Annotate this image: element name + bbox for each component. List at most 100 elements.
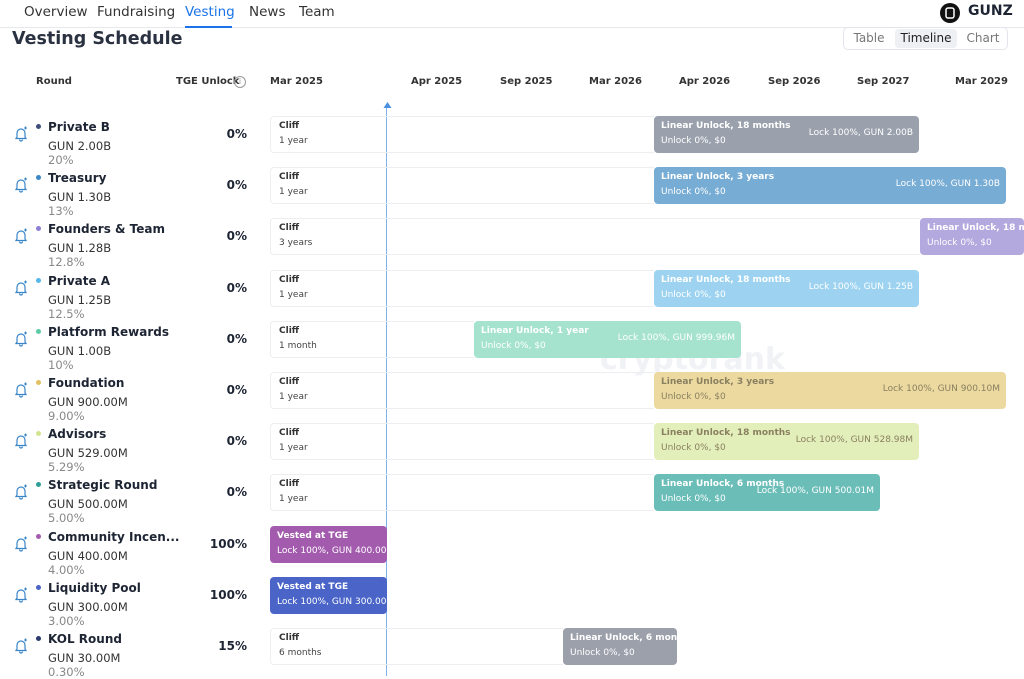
nav-tab[interactable]: News xyxy=(249,4,286,20)
round-name[interactable]: Private A xyxy=(48,273,111,288)
unlock-lock: Lock 100%, GUN 500.01M xyxy=(756,486,874,497)
round-amount: GUN 2.00B 20% xyxy=(48,139,112,167)
alert-bell[interactable] xyxy=(13,433,29,449)
cliff-box: Cliff 1 year xyxy=(270,372,654,409)
cliff-duration: 1 year xyxy=(279,289,308,300)
alert-bell[interactable] xyxy=(13,177,29,193)
unlock-lock: Lock 100%, GUN 1.30B xyxy=(895,179,1000,190)
unlock-sub: Unlock 0%, $0 xyxy=(481,340,546,351)
tge-unlock: 0% xyxy=(226,485,247,500)
cliff-box: Cliff 1 year xyxy=(270,423,654,461)
unlock-bar[interactable]: Linear Unlock, 6 months Unlock 0%, $0 Lock… xyxy=(654,474,880,512)
nav-tab[interactable]: Overview xyxy=(24,4,88,20)
round-name[interactable]: Liquidity Pool xyxy=(48,580,141,595)
alert-bell[interactable] xyxy=(13,382,29,398)
tge-unlock: 0% xyxy=(226,383,247,397)
round-share: 5.00% xyxy=(48,511,85,526)
round-amount: GUN 1.25B 12.5% xyxy=(48,292,112,321)
nav-tab[interactable]: Team xyxy=(299,4,335,20)
unlock-sub: Unlock 0%, $0 xyxy=(661,187,726,198)
alert-bell[interactable] xyxy=(13,280,29,296)
cliff-duration: 1 year xyxy=(279,187,308,198)
view-active-bg xyxy=(895,29,957,48)
cliff-duration: 1 year xyxy=(279,494,308,505)
unlock-title: Linear Unlock, 3 years xyxy=(661,377,775,387)
tge-unlock: 15% xyxy=(218,639,247,653)
cliff-duration: 1 year xyxy=(279,392,308,402)
unlock-bar[interactable]: Linear Unlock, 18 m Unlock 0%, $0 xyxy=(920,218,1024,256)
round-amount: GUN 1.00B 10% xyxy=(48,343,112,372)
round-share: 12.8% xyxy=(48,255,85,270)
cliff-box: Cliff 1 year xyxy=(270,269,654,307)
alert-bell[interactable] xyxy=(13,587,29,603)
alert-bell[interactable] xyxy=(13,536,29,552)
round-share: 12.5% xyxy=(48,306,85,321)
round-dot xyxy=(36,636,41,641)
cliff-duration: 3 years xyxy=(279,238,313,249)
unlock-title: Linear Unlock, 18 months xyxy=(661,274,791,285)
cliff-title: Cliff xyxy=(279,377,300,387)
date-header: Mar 2025 xyxy=(270,76,323,87)
cliff-duration: 6 months xyxy=(279,648,322,658)
unlock-title: Linear Unlock, 6 months xyxy=(570,633,677,643)
unlock-sub: Lock 100%, GUN 300.00M xyxy=(277,596,387,607)
alert-bell[interactable] xyxy=(13,484,29,500)
round-amount: GUN 900.00M 9.00% xyxy=(48,395,128,423)
round-amount: GUN 1.30B 13% xyxy=(48,190,112,219)
nav-tab[interactable]: Fundraising xyxy=(97,4,176,20)
round-amount: GUN 30.00M 0.30% xyxy=(48,651,121,679)
round-name[interactable]: Platform Rewards xyxy=(48,324,170,339)
round-share: 0.30% xyxy=(48,665,85,679)
date-header: Sep 2027 xyxy=(857,76,910,87)
unlock-title: Linear Unlock, 18 m xyxy=(927,223,1024,234)
round-name[interactable]: Advisors xyxy=(48,427,107,442)
view-button[interactable]: Chart xyxy=(966,31,1000,45)
unlock-bar[interactable]: Linear Unlock, 18 months Unlock 0%, $0 Loc… xyxy=(654,116,919,153)
round-amount: GUN 300.00M 3.00% xyxy=(48,599,128,628)
view-button[interactable]: Table xyxy=(853,31,885,45)
round-name[interactable]: Private B xyxy=(48,120,110,134)
round-share: 9.00% xyxy=(48,409,85,423)
alert-bell[interactable] xyxy=(13,331,29,347)
cliff-title: Cliff xyxy=(279,633,300,643)
cliff-duration: 1 year xyxy=(279,136,308,146)
cliff-title: Cliff xyxy=(279,479,300,490)
today-arrow xyxy=(383,102,392,108)
round-share: 10% xyxy=(48,357,74,372)
round-name[interactable]: Founders & Team xyxy=(48,222,165,237)
unlock-bar[interactable]: Linear Unlock, 1 year Unlock 0%, $0 Lock 1… xyxy=(474,320,741,358)
round-share: 4.00% xyxy=(48,562,85,577)
round-name[interactable]: Community Incen... xyxy=(48,529,180,544)
cliff-duration: 1 month xyxy=(279,340,317,351)
alert-bell[interactable] xyxy=(13,228,29,244)
view-button[interactable]: Timeline xyxy=(900,31,952,45)
date-header: Apr 2026 xyxy=(679,76,731,87)
unlock-bar[interactable]: Linear Unlock, 18 months Unlock 0%, $0 Loc… xyxy=(654,269,919,307)
cliff-box: Cliff 1 month xyxy=(270,320,474,358)
unlock-sub: Unlock 0%, $0 xyxy=(661,494,726,505)
round-name[interactable]: Treasury xyxy=(48,171,107,186)
round-dot xyxy=(36,226,41,232)
unlock-bar[interactable]: Vested at TGE Lock 100%, GUN 400.00M xyxy=(270,525,387,563)
unlock-bar[interactable]: Linear Unlock, 6 months Unlock 0%, $0 xyxy=(563,628,677,665)
unlock-title: Linear Unlock, 3 years xyxy=(661,172,775,183)
unlock-bar[interactable]: Linear Unlock, 18 months Unlock 0%, $0 Loc… xyxy=(654,423,919,461)
cliff-title: Cliff xyxy=(279,223,300,234)
round-amount: GUN 529.00M 5.29% xyxy=(48,446,128,475)
round-name[interactable]: Foundation xyxy=(48,376,125,390)
round-name[interactable]: KOL Round xyxy=(48,632,122,646)
round-name[interactable]: Strategic Round xyxy=(48,478,158,493)
unlock-bar[interactable]: Linear Unlock, 3 years Unlock 0%, $0 Lock … xyxy=(654,372,1006,409)
tge-unlock: 0% xyxy=(226,178,247,193)
cliff-title: Cliff xyxy=(279,428,300,439)
tge-header: TGE Unlock xyxy=(176,76,240,87)
unlock-bar[interactable]: Linear Unlock, 3 years Unlock 0%, $0 Lock … xyxy=(654,167,1006,205)
round-dot xyxy=(36,380,41,385)
round-header: Round xyxy=(36,76,72,87)
tge-unlock: 0% xyxy=(226,331,247,346)
alert-bell[interactable] xyxy=(13,638,29,654)
unlock-bar[interactable]: Vested at TGE Lock 100%, GUN 300.00M xyxy=(270,576,387,614)
alert-bell[interactable] xyxy=(13,126,29,142)
unlock-lock: Lock 100%, GUN 999.96M xyxy=(617,332,735,343)
nav-tab[interactable]: Vesting xyxy=(185,4,235,20)
